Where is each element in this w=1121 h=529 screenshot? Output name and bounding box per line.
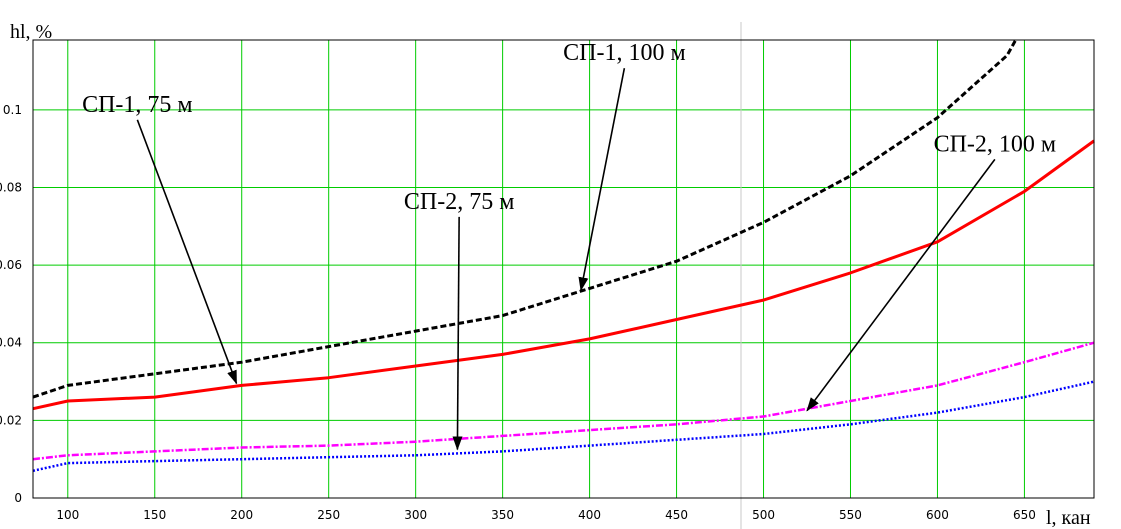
annotation-arrow xyxy=(452,216,463,451)
y-tick-label: 0.04 xyxy=(0,336,22,350)
x-tick-label: 600 xyxy=(926,508,949,522)
x-tick-label: 300 xyxy=(404,508,427,522)
x-tick-label: 500 xyxy=(752,508,775,522)
y-tick-label: 0.06 xyxy=(0,258,22,272)
series-line-2 xyxy=(32,139,1095,411)
annotation-label: СП-1, 100 м xyxy=(563,40,686,66)
x-tick-label: 150 xyxy=(143,508,166,522)
annotation-label: СП-1, 75 м xyxy=(82,92,193,118)
x-tick-label: 650 xyxy=(1013,508,1036,522)
annotation-label: СП-2, 100 м xyxy=(934,131,1057,157)
x-tick-labels: 100 150 200 250 300 350 400 450 500 550 600 650 xyxy=(56,508,1036,522)
annotation-arrow xyxy=(806,158,996,412)
x-axis-label: l, кан xyxy=(1046,507,1091,529)
x-tick-label: 100 xyxy=(56,508,79,522)
plot-border xyxy=(32,39,1095,499)
annotations: СП-1, 100 м СП-1, 75 м СП-2, 100 м СП-2, 75… xyxy=(82,40,1057,451)
annotation-label: СП-2, 75 м xyxy=(404,189,515,215)
series-group xyxy=(32,39,1095,473)
annotation-arrow xyxy=(136,119,238,385)
y-axis-label: hl, % xyxy=(10,21,52,43)
series-line-4 xyxy=(32,380,1095,473)
y-tick-label: 0.1 xyxy=(3,103,22,117)
annotation-arrow xyxy=(578,68,626,292)
y-tick-labels: 0 0.02 0.04 0.06 0.08 0.1 xyxy=(0,103,22,505)
x-tick-label: 450 xyxy=(665,508,688,522)
x-tick-label: 350 xyxy=(491,508,514,522)
x-tick-label: 250 xyxy=(317,508,340,522)
x-tick-label: 400 xyxy=(578,508,601,522)
x-tick-label: 550 xyxy=(839,508,862,522)
series-line-1 xyxy=(32,39,1018,399)
x-tick-label: 200 xyxy=(230,508,253,522)
series-line-3 xyxy=(32,341,1095,461)
y-tick-label: 0.08 xyxy=(0,180,22,194)
y-tick-label: 0 xyxy=(14,491,22,505)
y-tick-label: 0.02 xyxy=(0,413,22,427)
